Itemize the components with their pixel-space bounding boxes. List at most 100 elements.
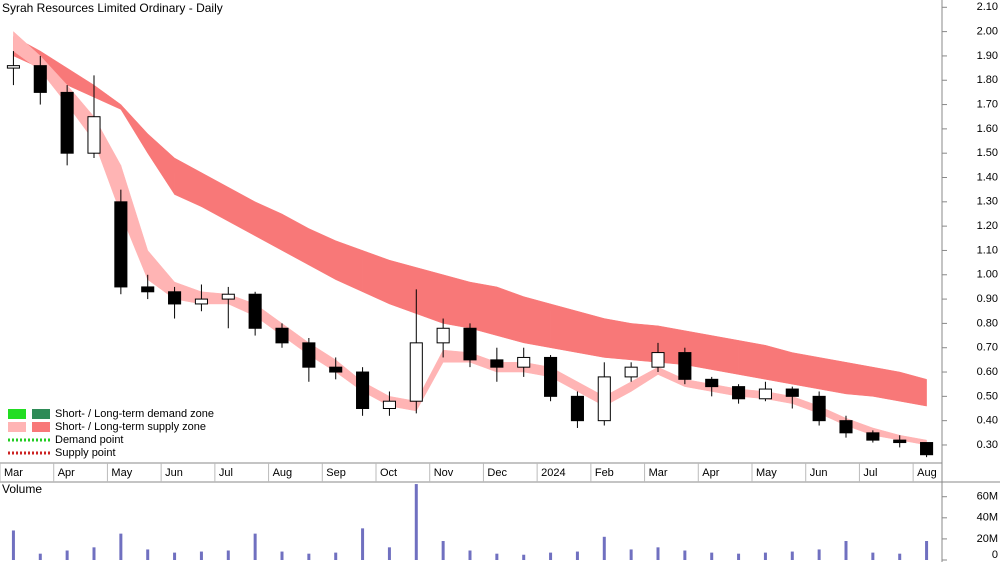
- candle-body: [839, 420, 853, 434]
- y-tick-label: 0.80: [977, 317, 998, 329]
- y-tick-label: 1.90: [977, 50, 998, 62]
- candle-body: [33, 65, 47, 93]
- legend-swatch: [32, 409, 50, 419]
- candle-body: [168, 291, 182, 305]
- volume-bar: [898, 553, 902, 560]
- candle-body: [705, 378, 719, 388]
- x-tick-label: Nov: [434, 467, 454, 479]
- candle-body: [194, 298, 208, 305]
- volume-bar: [495, 553, 499, 560]
- volume-bar: [575, 551, 579, 560]
- y-tick-label: 0.30: [977, 439, 998, 451]
- volume-bar: [549, 552, 553, 560]
- volume-title: Volume: [2, 482, 42, 496]
- y-tick-label: 0.70: [977, 342, 998, 354]
- y-tick-label: 0.90: [977, 293, 998, 305]
- candle-body: [570, 395, 584, 422]
- x-tick-label: Jun: [165, 467, 183, 479]
- candle-body: [87, 116, 101, 154]
- x-tick-label: Aug: [917, 467, 937, 479]
- volume-bar: [334, 552, 338, 560]
- y-tick-label: 1.60: [977, 123, 998, 135]
- candle-body: [812, 395, 826, 422]
- y-tick-label: 2.00: [977, 26, 998, 38]
- legend-swatch: [8, 422, 26, 432]
- zone-band: [711, 335, 739, 375]
- volume-bar: [38, 553, 42, 560]
- candle-body: [382, 400, 396, 410]
- zone-band: [389, 259, 417, 315]
- x-tick-label: Jul: [863, 467, 877, 479]
- candle-body: [866, 432, 880, 441]
- x-tick-label: May: [756, 467, 777, 479]
- x-tick-label: Oct: [380, 467, 397, 479]
- candle-body: [436, 327, 450, 344]
- x-tick-label: Mar: [4, 467, 23, 479]
- candle-body: [544, 356, 558, 397]
- y-tick-label: 1.10: [977, 244, 998, 256]
- candle-body: [409, 342, 423, 402]
- zone-band: [792, 352, 820, 390]
- volume-bar: [602, 536, 606, 560]
- candle-body: [356, 371, 370, 410]
- x-tick-label: Jul: [219, 467, 233, 479]
- volume-bar: [11, 530, 15, 560]
- y-tick-label: 1.70: [977, 98, 998, 110]
- volume-bar: [280, 551, 284, 560]
- y-tick-label: 60M: [977, 491, 998, 503]
- y-tick-label: 1.20: [977, 220, 998, 232]
- volume-bar: [522, 554, 526, 560]
- candle-body: [221, 293, 235, 300]
- legend-swatch: [8, 409, 26, 419]
- candle-body: [920, 442, 934, 456]
- zone-band: [604, 318, 632, 361]
- volume-bar: [844, 541, 848, 560]
- zone-band: [845, 362, 874, 397]
- volume-bar: [253, 533, 257, 560]
- legend-label: Short- / Long-term supply zone: [55, 421, 206, 433]
- legend-label: Demand point: [55, 434, 124, 446]
- x-tick-label: 2024: [541, 467, 565, 479]
- volume-bar: [307, 553, 311, 560]
- candle-body: [463, 327, 477, 361]
- y-tick-label: 0.50: [977, 390, 998, 402]
- volume-bar: [199, 551, 203, 560]
- volume-bar: [737, 553, 741, 560]
- candle-body: [490, 359, 504, 368]
- x-tick-label: Apr: [58, 467, 75, 479]
- y-tick-label: 1.30: [977, 196, 998, 208]
- candle-body: [141, 286, 155, 293]
- x-tick-label: Aug: [273, 467, 293, 479]
- candle-body: [275, 327, 289, 344]
- volume-bar: [361, 528, 365, 560]
- volume-bar: [226, 550, 230, 560]
- zone-band: [577, 310, 605, 358]
- y-tick-label: 1.00: [977, 269, 998, 281]
- candle-body: [732, 386, 746, 400]
- x-tick-label: Jun: [810, 467, 828, 479]
- candle-body: [893, 439, 907, 444]
- zone-band: [738, 340, 766, 380]
- x-tick-label: May: [111, 467, 132, 479]
- y-tick-label: 0: [992, 549, 998, 561]
- candle-body: [624, 366, 638, 378]
- candle-body: [678, 352, 692, 380]
- volume-bar: [629, 549, 633, 560]
- candle-body: [329, 366, 343, 373]
- zone-band: [550, 303, 578, 353]
- y-tick-label: 20M: [977, 533, 998, 545]
- volume-bar: [763, 552, 767, 560]
- zone-band: [496, 286, 524, 344]
- volume-bar: [790, 551, 794, 560]
- volume-bar: [441, 541, 445, 560]
- candle-body: [302, 342, 316, 368]
- candle-body: [6, 65, 20, 69]
- y-tick-label: 0.40: [977, 415, 998, 427]
- candle-body: [248, 293, 262, 329]
- legend-label: Supply point: [55, 447, 116, 459]
- volume-bar: [871, 552, 875, 560]
- volume-bar: [710, 552, 714, 560]
- candle-body: [651, 352, 665, 368]
- candle-body: [517, 356, 531, 368]
